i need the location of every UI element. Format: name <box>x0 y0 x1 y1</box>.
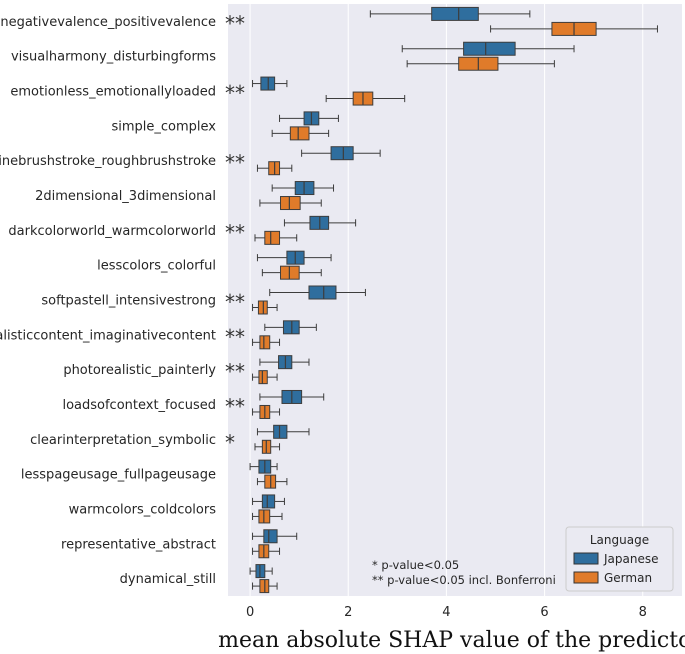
legend-label-japanese: Japanese <box>603 552 659 566</box>
x-tick-4: 8 <box>639 605 647 620</box>
y-tick-12: clearinterpretation_symbolic <box>30 433 216 448</box>
x-tick-labels: 0 2 4 6 8 <box>246 605 647 620</box>
box-japanese-0 <box>369 6 531 21</box>
box-german-5 <box>259 196 322 211</box>
y-tick-5: 2dimensional_3dimensional <box>35 189 216 204</box>
box-japanese-13 <box>249 459 278 474</box>
y-tick-4: finebrushstroke_roughbrushstroke <box>0 154 216 169</box>
box-japanese-8 <box>269 285 366 300</box>
box-german-5-box <box>280 196 301 211</box>
box-german-13 <box>256 474 288 489</box>
y-tick-11: loadsofcontext_focused <box>62 398 216 413</box>
box-german-0 <box>490 21 658 36</box>
box-japanese-12 <box>256 424 310 439</box>
box-japanese-14-box <box>261 494 276 509</box>
y-tick-16: dynamical_still <box>120 572 216 587</box>
significance-8: ** <box>225 290 245 314</box>
x-tick-1: 2 <box>344 605 352 620</box>
box-german-10 <box>252 370 278 385</box>
box-german-14 <box>252 509 283 524</box>
y-tick-0: negativevalence_positivevalence <box>0 15 216 30</box>
significance-6: ** <box>225 220 245 244</box>
box-german-3 <box>271 126 330 141</box>
box-japanese-8-box <box>308 285 337 300</box>
significance-4: ** <box>225 151 245 175</box>
boxes <box>249 6 658 594</box>
box-german-1 <box>406 56 555 71</box>
box-japanese-3 <box>279 111 339 126</box>
legend-swatch-japanese <box>573 552 599 565</box>
box-japanese-4-box <box>330 146 354 161</box>
y-tick-13: lesspageusage_fullpageusage <box>21 468 216 483</box>
y-tick-7: lesscolors_colorful <box>97 259 216 274</box>
significance-11: ** <box>225 394 245 418</box>
note-bonferroni: ** p-value<0.05 incl. Bonferroni <box>372 573 556 587</box>
x-axis-label: mean absolute SHAP value of the predicto… <box>218 628 685 653</box>
box-german-16 <box>252 579 278 594</box>
box-german-4 <box>256 161 293 176</box>
y-tick-labels: negativevalence_positivevalence visualhar… <box>0 15 216 587</box>
significance-markers: ***************** <box>225 11 245 454</box>
gridlines <box>249 4 644 596</box>
box-german-11 <box>252 404 281 419</box>
box-japanese-12-box <box>273 424 288 439</box>
legend-label-german: German <box>604 571 652 585</box>
significance-9: ** <box>225 325 245 349</box>
y-tick-15: representative_abstract <box>61 537 216 552</box>
y-tick-14: warmcolors_coldcolors <box>69 502 217 517</box>
box-german-6-box <box>264 230 281 245</box>
significance-12: * <box>225 430 235 454</box>
y-tick-10: photorealistic_painterly <box>63 363 216 378</box>
box-german-2 <box>325 91 406 106</box>
box-japanese-5 <box>271 181 335 196</box>
box-german-9-box <box>259 335 271 350</box>
x-tick-3: 6 <box>540 605 548 620</box>
plot-area <box>228 4 682 596</box>
box-japanese-6 <box>283 215 357 230</box>
box-japanese-7 <box>256 250 332 265</box>
box-japanese-15-box <box>263 529 278 544</box>
significance-10: ** <box>225 360 245 384</box>
box-german-15 <box>252 544 281 559</box>
box-german-6 <box>254 230 298 245</box>
box-japanese-1 <box>401 41 575 56</box>
y-tick-8: softpastell_intensivestrong <box>41 294 216 309</box>
y-tick-1: visualharmony_disturbingforms <box>11 50 216 65</box>
legend-swatch-german <box>573 571 599 584</box>
box-german-12 <box>254 439 281 454</box>
box-japanese-4 <box>301 146 381 161</box>
y-tick-2: emotionless_emotionallyloaded <box>10 85 216 100</box>
significance-0: ** <box>225 11 245 35</box>
box-japanese-0-box <box>431 6 479 21</box>
box-japanese-2 <box>252 76 288 91</box>
box-japanese-15 <box>252 529 298 544</box>
box-japanese-11 <box>259 389 325 404</box>
y-tick-6: darkcolorworld_warmcolorworld <box>8 224 216 239</box>
box-german-10-box <box>258 370 268 385</box>
note-p005: * p-value<0.05 <box>372 558 459 572</box>
box-japanese-16 <box>249 564 273 579</box>
y-tick-3: simple_complex <box>111 119 216 134</box>
legend-title: Language <box>590 533 649 547</box>
box-japanese-14 <box>252 494 285 509</box>
box-german-7 <box>261 265 322 280</box>
x-tick-2: 4 <box>442 605 450 620</box>
box-german-3-box <box>289 126 310 141</box>
box-german-8 <box>252 300 278 315</box>
box-japanese-10 <box>259 355 310 370</box>
y-tick-9: realisticcontent_imaginativecontent <box>0 328 216 343</box>
box-japanese-9 <box>264 320 317 335</box>
x-tick-0: 0 <box>246 605 254 620</box>
legend: Language Japanese German <box>565 526 674 592</box>
box-japanese-1-box <box>463 41 516 56</box>
annotation-notes: * p-value<0.05 ** p-value<0.05 incl. Bon… <box>372 558 556 587</box>
box-german-9 <box>252 335 281 350</box>
significance-2: ** <box>225 81 245 105</box>
